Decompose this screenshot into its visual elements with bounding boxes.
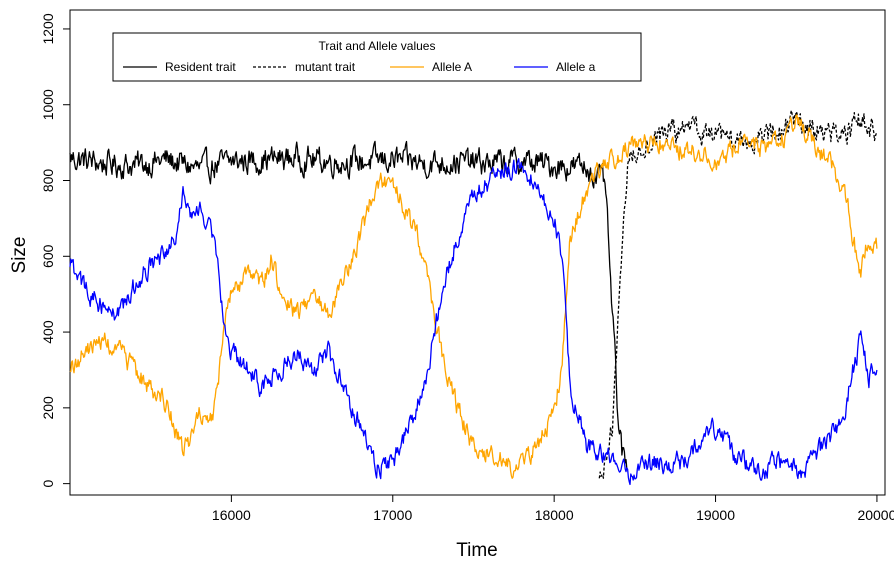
- x-axis: 16000 17000 18000 19000 20000: [212, 495, 894, 523]
- y-tick-label: 0: [40, 480, 56, 488]
- legend-label: Allele a: [556, 60, 596, 74]
- legend-label: Allele A: [432, 60, 472, 74]
- legend: Trait and Allele values Resident trait mu…: [112, 32, 642, 82]
- legend-box: [112, 32, 642, 82]
- plot-frame: [69, 9, 886, 496]
- y-tick-label: 1200: [40, 13, 56, 44]
- x-tick-label: 18000: [535, 507, 574, 523]
- series-line-mutant-trait: [598, 109, 878, 479]
- series-line-resident-trait: [69, 140, 628, 469]
- legend-label: Resident trait: [165, 60, 236, 74]
- y-tick-label: 400: [40, 320, 56, 344]
- y-tick-label: 800: [40, 169, 56, 193]
- y-axis-label: Size: [9, 237, 30, 274]
- legend-title: Trait and Allele values: [319, 39, 436, 53]
- series-layer: [69, 109, 878, 486]
- x-tick-label: 19000: [696, 507, 735, 523]
- y-tick-label: 200: [40, 396, 56, 420]
- x-axis-label: Time: [456, 540, 498, 561]
- legend-items: Resident trait mutant trait Allele A Allele…: [123, 60, 596, 74]
- series-line-allele-a: [69, 114, 878, 479]
- y-tick-label: 600: [40, 244, 56, 268]
- x-tick-label: 16000: [212, 507, 251, 523]
- series-line-allele-a: [69, 158, 878, 486]
- y-axis: 0 200 400 600 800 1000 1200: [40, 13, 70, 488]
- x-tick-label: 17000: [373, 507, 412, 523]
- y-tick-label: 1000: [40, 89, 56, 120]
- x-tick-label: 20000: [857, 507, 894, 523]
- legend-label: mutant trait: [295, 60, 356, 74]
